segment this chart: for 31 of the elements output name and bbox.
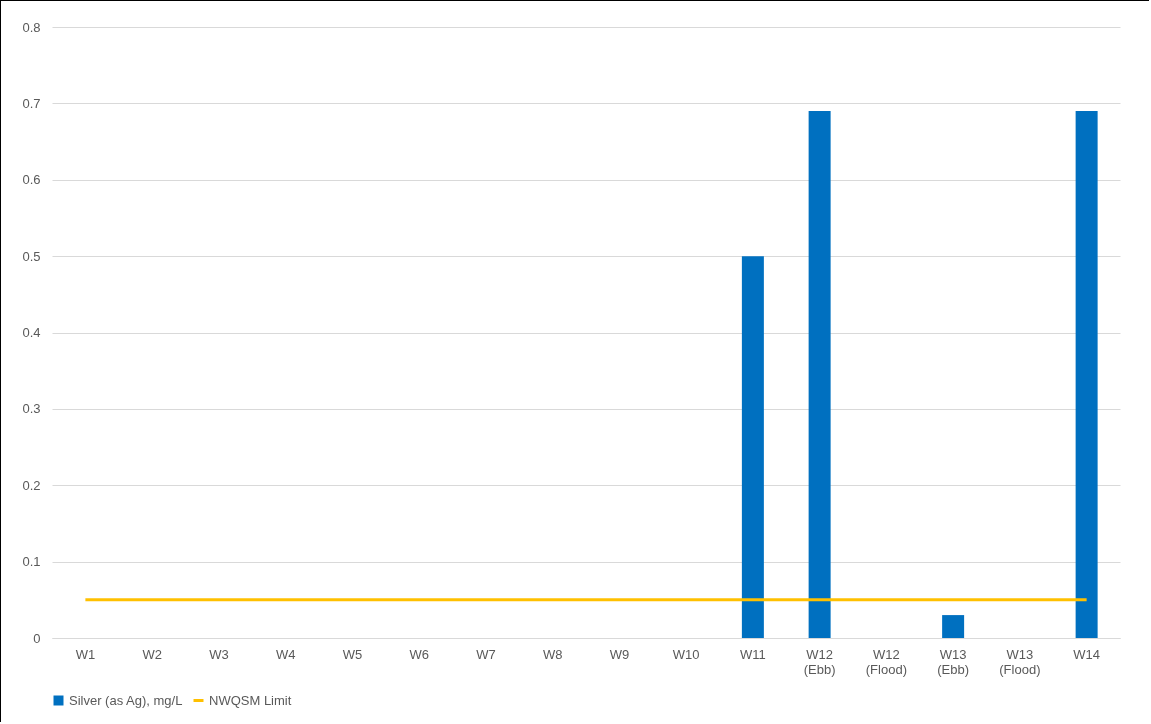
y-tick-label: 0.7: [22, 95, 41, 111]
y-tick-label: 0.4: [22, 325, 41, 340]
x-tick-label: W2: [142, 646, 162, 662]
legend-label: Silver (as Ag), mg/L: [69, 692, 183, 708]
x-tick-label: W10: [672, 646, 700, 662]
y-tick-label: 0.5: [22, 248, 41, 264]
x-tick-label: W9: [609, 646, 630, 662]
bar: [942, 615, 965, 638]
bar: [808, 111, 831, 638]
x-tick-label: W4: [275, 646, 296, 662]
y-tick-label: 0.6: [22, 172, 41, 188]
x-tick-label: W7: [476, 646, 496, 662]
x-tick-label: W13 (Ebb): [937, 646, 970, 677]
x-tick-label: W1: [75, 646, 96, 662]
bar: [1075, 111, 1098, 638]
x-tick-label: W12 (Ebb): [803, 646, 836, 677]
x-tick-label: W14: [1073, 646, 1100, 662]
bar: [741, 256, 764, 638]
x-tick-label: W6: [409, 646, 429, 662]
y-tick-label: 0: [33, 630, 41, 646]
x-tick-label: W13 (Flood): [999, 646, 1041, 677]
x-tick-label: W3: [209, 646, 229, 662]
y-tick-label: 0.2: [22, 477, 41, 493]
x-tick-label: W5: [342, 646, 363, 662]
legend-label: NWQSM Limit: [209, 692, 292, 708]
y-tick-label: 0.3: [22, 401, 41, 417]
x-tick-label: W12 (Flood): [865, 646, 907, 677]
x-tick-label: W11: [739, 646, 766, 662]
y-tick-label: 0.8: [22, 19, 41, 35]
x-tick-label: W8: [542, 646, 563, 662]
y-tick-label: 0.1: [22, 554, 41, 570]
